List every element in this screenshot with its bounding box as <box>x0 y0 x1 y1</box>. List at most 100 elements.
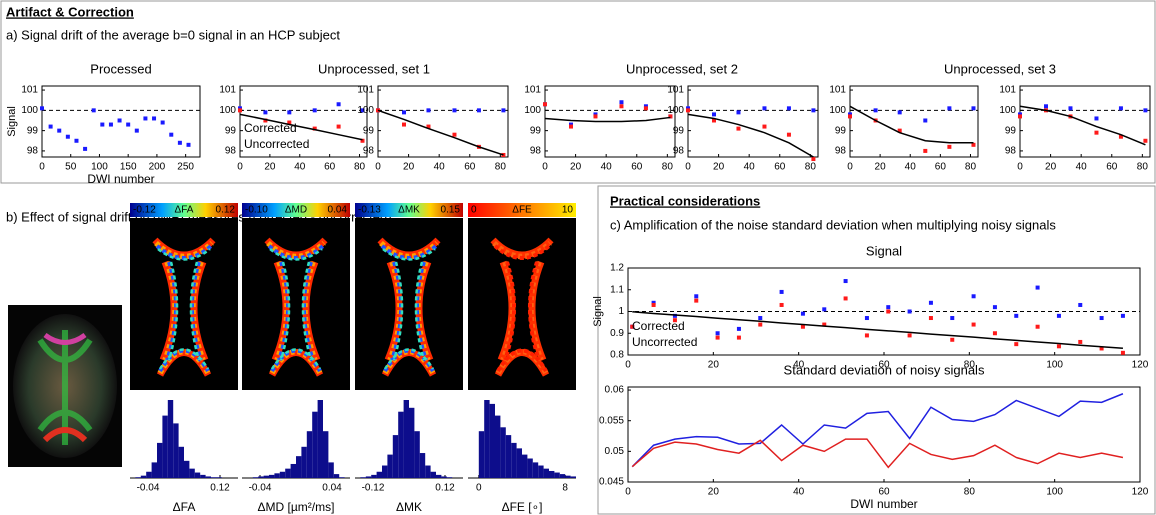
histogram-bar <box>371 475 376 478</box>
chart-title: Unprocessed, set 3 <box>944 61 1056 76</box>
colorbar-min: 0 <box>471 205 477 216</box>
map-image <box>242 218 350 390</box>
point <box>865 316 869 320</box>
point <box>1036 325 1040 329</box>
point <box>758 316 762 320</box>
point <box>501 108 505 112</box>
point <box>972 294 976 298</box>
y-tick-label: 98 <box>530 146 542 157</box>
y-tick-label: 0.05 <box>605 446 625 457</box>
point <box>569 125 573 129</box>
point <box>848 114 852 118</box>
histogram-bar <box>538 466 543 478</box>
x-tick-label: 40 <box>905 162 917 173</box>
histogram-bar <box>157 443 162 478</box>
x-tick-label: 120 <box>1132 487 1149 498</box>
y-tick-label: 98 <box>363 146 375 157</box>
point <box>152 116 156 120</box>
plot-frame <box>850 86 978 157</box>
point <box>126 123 130 127</box>
point <box>1119 106 1123 110</box>
point <box>947 145 951 149</box>
point <box>787 106 791 110</box>
histogram-bar <box>307 431 312 478</box>
x-tick-label: 60 <box>774 162 786 173</box>
histogram-bar <box>506 435 511 478</box>
x-tick-label: 60 <box>464 162 476 173</box>
histogram-bar <box>420 453 425 478</box>
y-axis-label: Signal <box>592 296 604 327</box>
point <box>716 336 720 340</box>
x-tick-label: 20 <box>713 162 725 173</box>
map-image <box>355 218 463 390</box>
colorbar-min: -0.12 <box>133 205 156 216</box>
x-tick-label: 100 <box>91 162 108 173</box>
histogram-bar <box>398 412 403 478</box>
histogram-bar <box>280 472 285 478</box>
point <box>929 316 933 320</box>
y-tick-label: 0.9 <box>610 328 624 339</box>
series-line <box>632 394 1123 467</box>
series-line <box>850 106 973 143</box>
x-tick-label: 50 <box>65 162 77 173</box>
point <box>1094 131 1098 135</box>
y-tick-label: 101 <box>999 85 1016 96</box>
x-tick-label: 200 <box>149 162 166 173</box>
point <box>736 110 740 114</box>
y-tick-label: 101 <box>357 85 374 96</box>
y-tick-label: 100 <box>999 105 1016 116</box>
legend-label: Corrected <box>632 319 685 333</box>
point <box>844 296 848 300</box>
histogram-bar <box>425 466 430 478</box>
x-tick-label: 20 <box>1045 162 1057 173</box>
point <box>844 279 848 283</box>
x-tick-label: 8 <box>562 483 568 494</box>
x-tick-label: 20 <box>570 162 582 173</box>
histogram-bar <box>339 477 344 478</box>
x-tick-label: 80 <box>805 162 817 173</box>
x-tick-label: 80 <box>354 162 366 173</box>
histogram-bar <box>500 427 505 478</box>
point <box>972 323 976 327</box>
series-line <box>632 439 1123 467</box>
x-tick-label: 100 <box>1046 360 1063 371</box>
x-tick-label: 80 <box>495 162 507 173</box>
y-tick-label: 0.055 <box>599 415 624 426</box>
x-tick-label: 40 <box>294 162 306 173</box>
y-tick-label: 99 <box>673 125 685 136</box>
x-tick-label: 0 <box>476 483 482 494</box>
histogram-bar <box>334 474 339 478</box>
x-tick-label: 250 <box>177 162 194 173</box>
y-tick-label: 100 <box>219 105 236 116</box>
point <box>811 157 815 161</box>
plot-frame <box>688 86 818 157</box>
x-tick-label: 0 <box>685 162 691 173</box>
point <box>686 108 690 112</box>
x-tick-label: 20 <box>708 360 720 371</box>
panel-c-title: Practical considerations <box>610 193 760 208</box>
x-tick-label: 20 <box>708 487 720 498</box>
point <box>1068 106 1072 110</box>
x-axis-label: ΔFA <box>173 500 196 514</box>
histogram-bar <box>184 461 189 478</box>
histogram-bar <box>274 473 279 478</box>
y-tick-label: 99 <box>1005 125 1017 136</box>
x-tick-label: 60 <box>324 162 336 173</box>
series-line <box>378 110 503 155</box>
point <box>619 100 623 104</box>
point <box>874 108 878 112</box>
y-tick-label: 101 <box>829 85 846 96</box>
histogram-bar <box>291 464 296 478</box>
point <box>694 294 698 298</box>
histogram-bar <box>441 476 446 478</box>
point <box>92 108 96 112</box>
x-axis-label: ΔFE [∘] <box>502 500 543 514</box>
point <box>1143 139 1147 143</box>
histogram-bar <box>323 431 328 478</box>
x-tick-label: 80 <box>965 162 977 173</box>
y-tick-label: 101 <box>21 85 38 96</box>
figure-title: Artifact & Correction <box>6 4 134 19</box>
histogram-bar <box>189 469 194 478</box>
point <box>313 108 317 112</box>
x-tick-label: 0 <box>847 162 853 173</box>
